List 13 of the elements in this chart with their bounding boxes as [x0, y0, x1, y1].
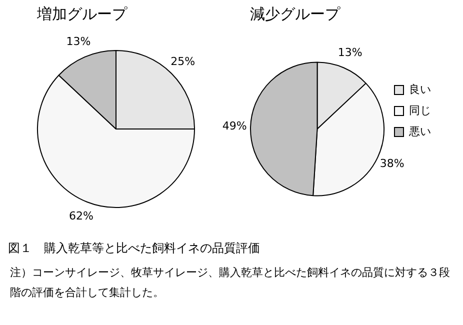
caption: 図１ 購入乾草等と比べた飼料イネの品質評価 — [8, 240, 261, 257]
chart-title: 増加グループ — [36, 4, 128, 23]
legend-label: 良い — [409, 83, 431, 96]
legend-label: 同じ — [409, 105, 431, 118]
data-label: 25% — [170, 55, 196, 68]
data-label: 13% — [66, 35, 91, 48]
data-label: 62% — [68, 210, 94, 223]
data-label: 13% — [338, 46, 362, 59]
legend-label: 悪い — [408, 126, 431, 138]
data-label: 38% — [380, 157, 404, 170]
chart-title: 減少グループ — [250, 4, 341, 23]
data-label: 49% — [222, 119, 247, 132]
text: 注）コーンサイレージ、牧草サイレージ、購入乾草と比べた飼料イネの品質に対する３段階の評価を合計して集計した。 — [9, 265, 451, 301]
